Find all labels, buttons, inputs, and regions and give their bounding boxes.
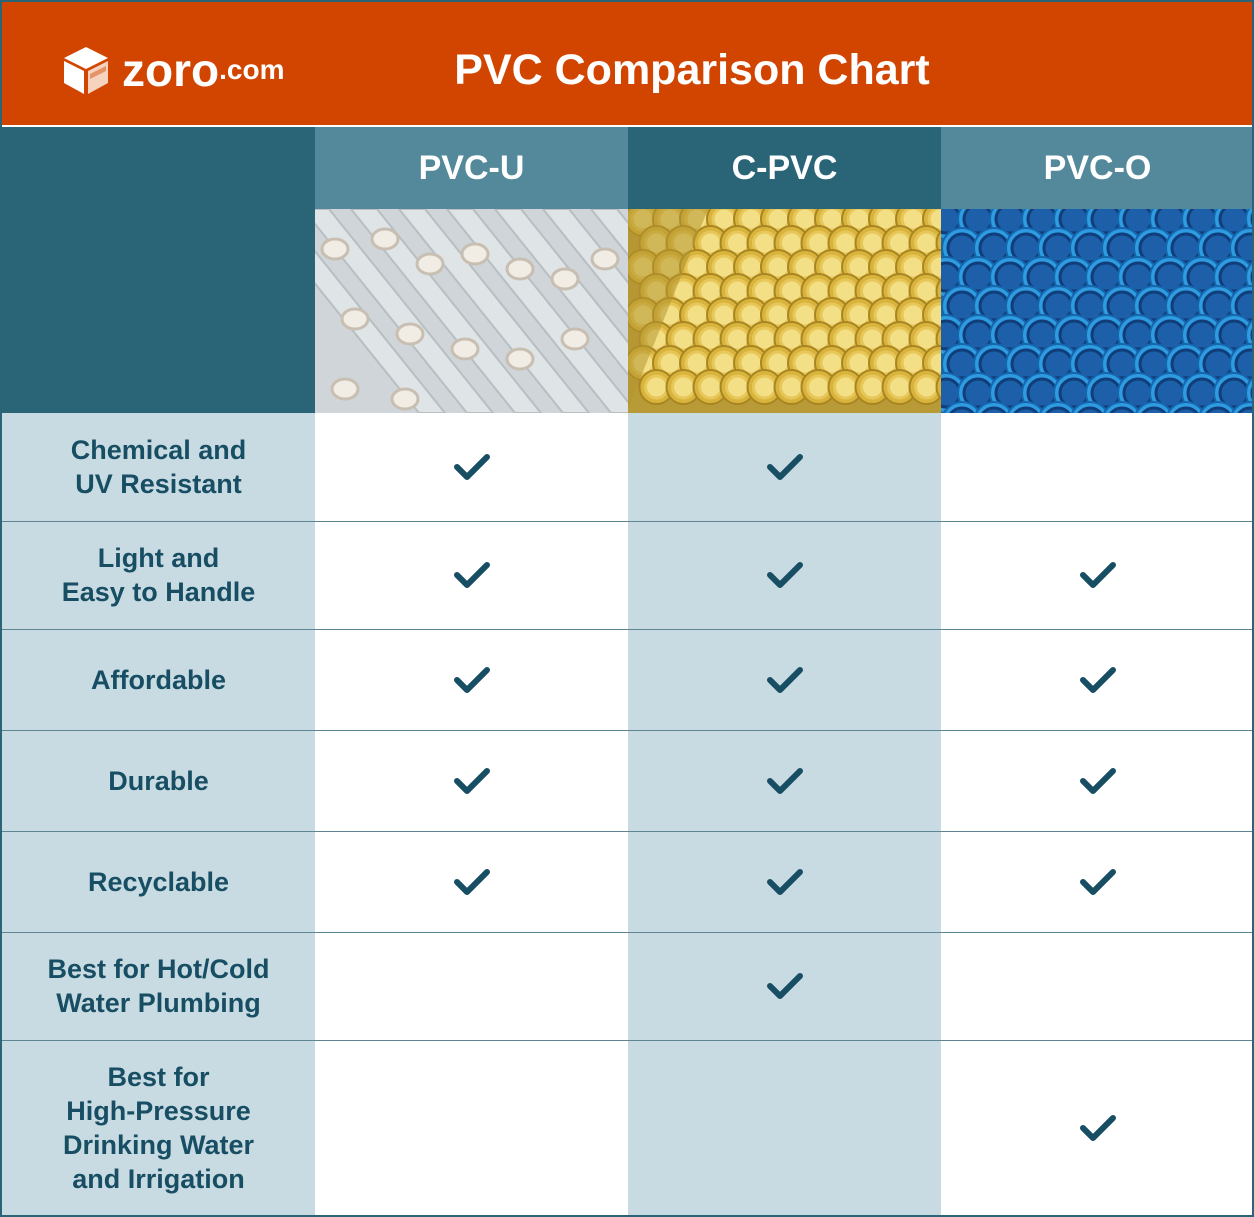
checkmark-icon [1079,666,1116,693]
column-header-pvc-u: PVC-U [315,127,628,209]
table-cell [628,1040,941,1215]
checkmark-icon [766,562,803,588]
column-header-c-pvc: C-PVC [628,127,941,209]
checkmark-icon [453,562,490,588]
row-divider [2,831,1252,832]
zoro-logo[interactable]: zoro .com [60,42,284,98]
table-cell [941,413,1252,521]
checkmark-icon [766,767,803,794]
pipe-end [390,387,420,411]
checkmark-icon [766,666,803,693]
row-divider [2,629,1252,630]
table-cell [628,629,941,730]
pipe-end [550,267,580,291]
table-cell [315,1040,628,1215]
corner-cell [2,127,315,413]
blue-pvco-pipes-photo [941,209,1252,413]
row-divider [2,521,1252,522]
pipe-end [460,242,490,266]
row-label: Light and Easy to Handle [2,521,315,629]
pipe-end [320,237,350,261]
row-divider [2,730,1252,731]
checkmark-icon [453,666,490,693]
checkmark-icon [766,868,803,895]
checkmark-icon [1079,868,1116,895]
table-cell [628,831,941,932]
pipe-end [560,327,590,351]
pipe-end [505,257,535,281]
row-label: Affordable [2,629,315,730]
logo-text: zoro [122,44,220,96]
table-cell [315,831,628,932]
pipe-end [330,377,360,401]
column-header-pvc-o: PVC-O [941,127,1252,209]
white-pvc-pipes-photo-graphic [315,209,628,413]
box-logo-icon [64,47,108,94]
table-cell [628,521,941,629]
table-cell [941,932,1252,1040]
row-label: Best for Hot/Cold Water Plumbing [2,932,315,1040]
table-cell [315,932,628,1040]
table-cell [628,413,941,521]
pipe-end [370,227,400,251]
page-title: PVC Comparison Chart [454,46,930,94]
table-cell [315,413,628,521]
table-cell [315,521,628,629]
table-cell [315,730,628,831]
white-pvc-pipes-photo [315,209,628,413]
pipe-end [415,252,445,276]
pipe-end [590,247,620,271]
checkmark-icon [453,868,490,895]
row-label: Best for High-Pressure Drinking Water an… [2,1040,315,1215]
header-banner: zoro .com PVC Comparison Chart [2,2,1252,127]
checkmark-icon [1079,1114,1116,1141]
checkmark-icon [453,767,490,794]
blue-pvco-pipes-photo-graphic [941,209,1252,413]
pipe-end [505,347,535,371]
yellow-cpvc-pipes-photo-graphic [628,209,941,413]
table-cell [941,521,1252,629]
table-cell [941,629,1252,730]
pipe-end [340,307,370,331]
table-cell [628,730,941,831]
row-label: Chemical and UV Resistant [2,413,315,521]
logo-suffix: .com [219,54,285,85]
table-cell [628,932,941,1040]
checkmark-icon [766,454,803,480]
checkmark-icon [453,454,490,480]
table-cell [941,730,1252,831]
table-cell [315,629,628,730]
checkmark-icon [1079,562,1116,588]
checkmark-icon [1079,767,1116,794]
checkmark-icon [766,973,803,999]
yellow-cpvc-pipes-photo [628,209,941,413]
row-divider [2,1040,1252,1041]
row-label: Durable [2,730,315,831]
table-cell [941,831,1252,932]
row-divider [2,932,1252,933]
pipe-end [450,337,480,361]
row-label: Recyclable [2,831,315,932]
table-cell [941,1040,1252,1215]
pipe-end [395,322,425,346]
